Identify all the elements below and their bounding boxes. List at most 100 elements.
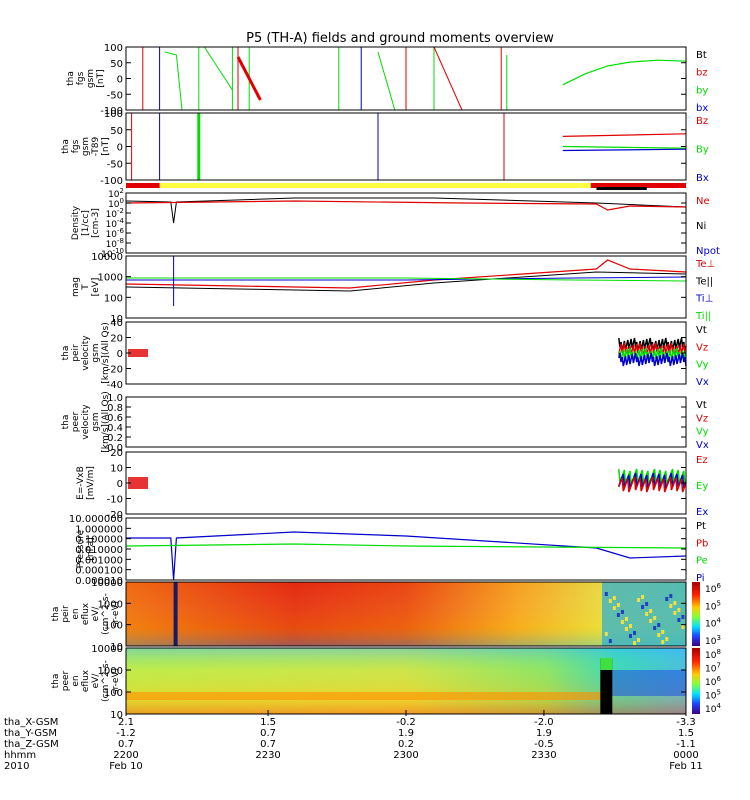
ytick-label: -10 (107, 495, 123, 506)
legend-Bz: Bz (696, 116, 708, 127)
electron-spectrogram-blue-region (607, 670, 686, 696)
legend-by: by (696, 85, 708, 96)
legend-Pi: Pi (696, 573, 705, 584)
ylabel-line: eV/ (91, 673, 101, 689)
ytick-label: 0 (117, 479, 123, 490)
colorbar-peer_en (692, 648, 700, 714)
bz-trace-mid (433, 46, 463, 111)
ion-spectrogram-noisy-region (602, 582, 686, 646)
legend-Ti⊥: Ti⊥ (695, 294, 713, 305)
ytick-label: 10 (110, 642, 123, 653)
pi-trace (126, 531, 687, 581)
ytick-label: 100 (104, 109, 123, 120)
ylabel-line: tha (61, 139, 71, 154)
colorbar-peir_en (692, 582, 700, 646)
legend-Ne: Ne (696, 196, 710, 207)
ytick-label: 0.2 (107, 433, 123, 444)
ytick-label: 10000 (91, 644, 123, 655)
ytick-label: 10000 (91, 578, 123, 589)
ylabel-line: sr-eV) (111, 601, 121, 627)
bz-trace-burst (236, 56, 262, 101)
ytick-label: 10-10 (101, 247, 124, 260)
ytick-label: 0 (117, 143, 123, 154)
ylabel-line: [cm-3] (91, 208, 101, 238)
ytick-label: 20 (110, 448, 123, 459)
ion-spectrogram-speckle (669, 604, 673, 608)
ion-spectrogram-speckle (661, 630, 665, 634)
ytick-label: 10-8 (106, 237, 124, 250)
xaxis-value: 0000 (673, 750, 698, 761)
series-line-Bz (562, 133, 687, 137)
ytick-label: 10.000000 (69, 514, 123, 525)
ytick-label: 0.6 (107, 413, 123, 424)
ylabel-line: mag (71, 277, 81, 297)
ytick-label: 10 (110, 314, 123, 325)
xaxis-value: 1.9 (536, 728, 552, 739)
electron-spectrogram-gap (600, 658, 613, 714)
ion-spectrogram-speckle (633, 631, 637, 635)
ytick-label: 10-2 (106, 207, 124, 220)
ion-spectrogram-speckle (681, 615, 685, 619)
ylabel-line: fgs (71, 139, 81, 153)
ion-spectrogram-speckle (673, 611, 677, 615)
ion-spectrogram-speckle (624, 627, 628, 631)
ion-spectrogram-speckle (620, 620, 624, 624)
ytick-label: 0.001000 (75, 555, 123, 566)
ylabel-line: gsm (86, 69, 96, 88)
ion-spectrogram-speckle (653, 616, 657, 620)
xaxis-value: 2200 (113, 750, 138, 761)
ytick-label: -50 (107, 90, 123, 101)
electron-spectrogram-band (126, 692, 602, 700)
ytick-label: 1000 (98, 599, 123, 610)
xaxis-value: 1.9 (398, 728, 414, 739)
xaxis-value: 0.7 (118, 739, 134, 750)
legend-Vz: Vz (696, 342, 708, 353)
ion-spectrogram-speckle (677, 618, 681, 622)
ion-spectrogram-speckle (616, 603, 620, 607)
by-trace-mid (377, 51, 396, 111)
legend-bx: bx (696, 103, 708, 114)
ylabel-line: (cm^2-s- (101, 593, 111, 635)
ion-velocity-noise (618, 352, 687, 367)
xaxis-value: -1.1 (676, 739, 696, 750)
legend-Pb: Pb (696, 538, 708, 549)
panel-frame-peer_vel (125, 396, 687, 448)
ytick-label: 10-4 (106, 217, 125, 230)
ylabel-line: tha (61, 415, 71, 430)
legend-Vx: Vx (696, 440, 709, 451)
xaxis-value: -1.2 (116, 728, 136, 739)
ytick-label: -40 (107, 380, 123, 391)
ion-spectrogram-speckle (665, 597, 669, 601)
legend-Ni: Ni (696, 221, 706, 232)
legend-Ex: Ex (696, 507, 708, 518)
ion-spectrogram-speckle (645, 612, 649, 616)
ylabel-line: -T89 (91, 137, 101, 157)
efield-early (128, 477, 148, 489)
ion-spectrogram-speckle (653, 626, 657, 630)
ion-velocity-noise (618, 337, 687, 352)
ytick-label: 1.0 (107, 393, 123, 404)
ytick-label: 10000 (91, 252, 123, 263)
ytick-label: 102 (108, 187, 124, 200)
ytick-label: 50 (110, 126, 123, 137)
ytick-label: 0 (117, 349, 123, 360)
ylabel-line: tha (66, 71, 76, 86)
ion-spectrogram-speckle (633, 641, 637, 645)
xaxis-value: Feb 11 (669, 761, 703, 772)
ion-spectrogram-speckle (649, 619, 653, 623)
xaxis-value: 1.5 (260, 717, 276, 728)
ylabel-line: eflux (81, 669, 91, 692)
ion-spectrogram-speckle (673, 601, 677, 605)
ylabel-line: (cm^2-s- (101, 660, 111, 702)
ylabel-line: peer (71, 411, 81, 432)
legend-Vx: Vx (696, 377, 709, 388)
legend-Vy: Vy (696, 427, 709, 438)
ion-spectrogram-speckle (624, 617, 628, 621)
ion-spectrogram-speckle (612, 596, 616, 600)
series-line-Bx (562, 148, 687, 152)
status-bar-yellow (159, 183, 591, 188)
xaxis-value: 2.1 (118, 717, 134, 728)
ion-spectrogram-speckle (657, 633, 661, 637)
te-par-trace (125, 271, 687, 292)
panel-frame-temp (125, 255, 687, 319)
